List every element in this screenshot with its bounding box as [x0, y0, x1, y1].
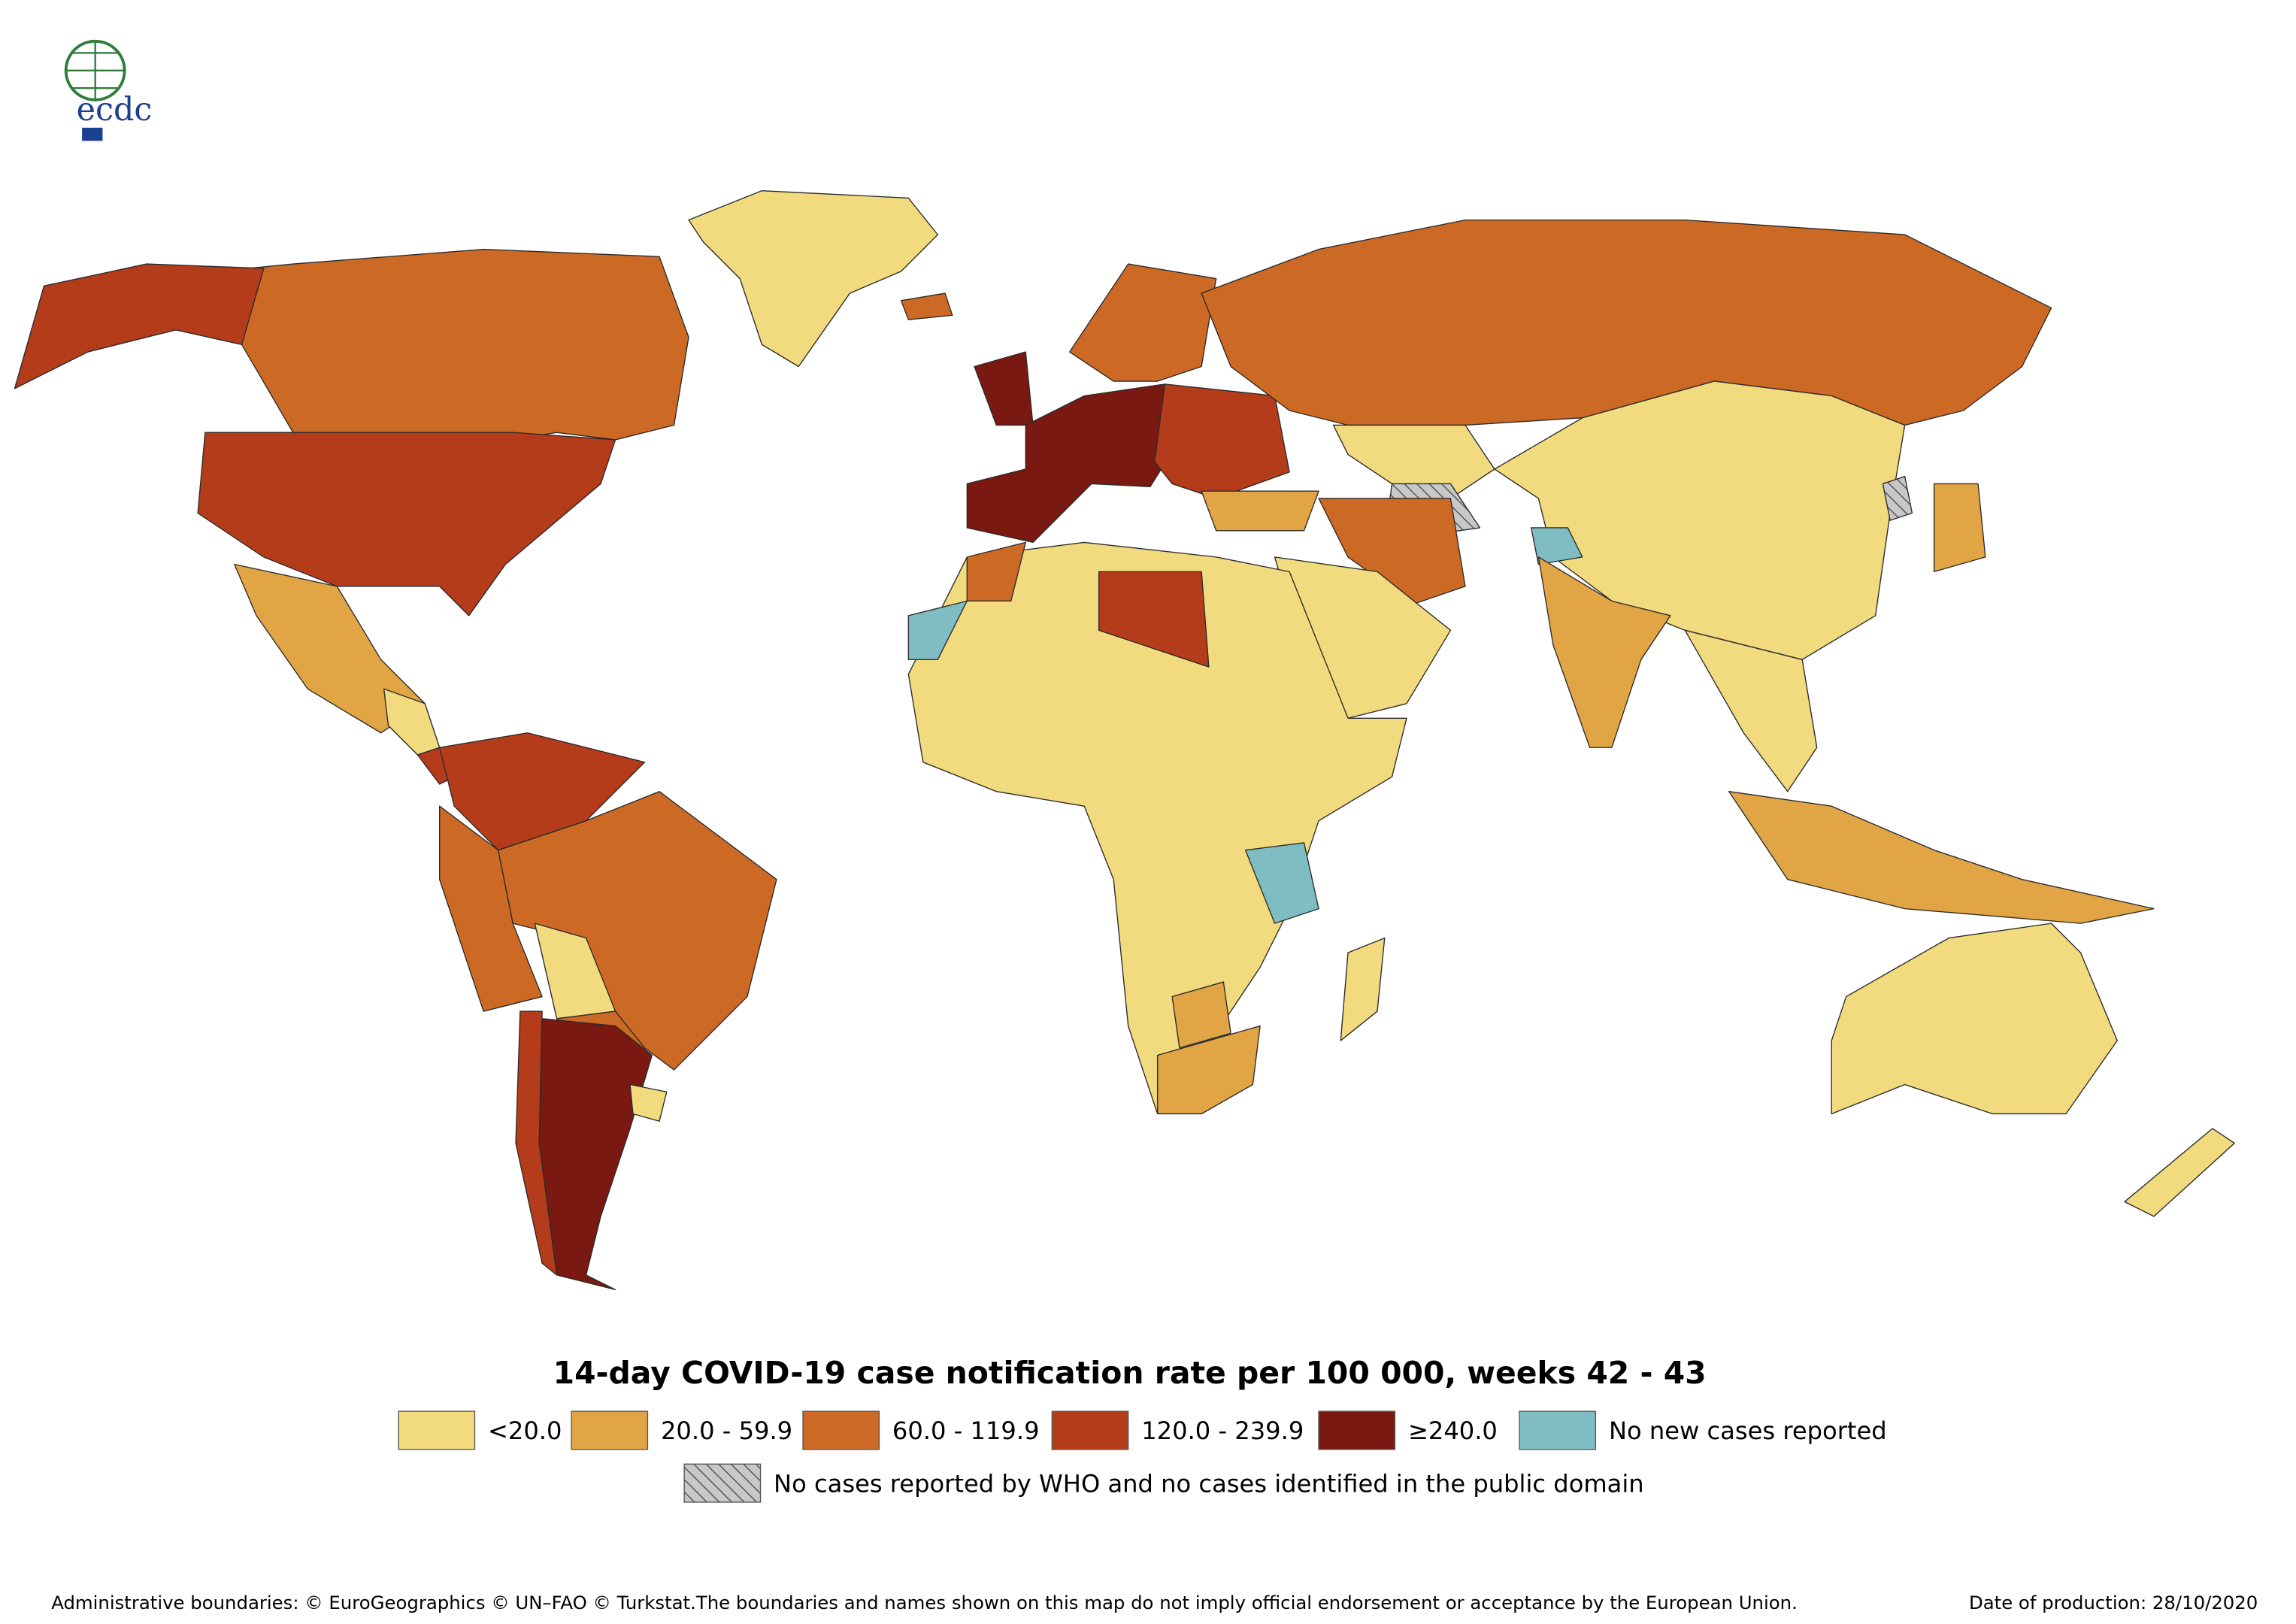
country — [2124, 1128, 2235, 1217]
country — [1728, 791, 2155, 924]
legend-swatch — [398, 1410, 476, 1450]
country — [1831, 923, 2118, 1115]
country — [688, 189, 939, 368]
country — [14, 263, 265, 389]
country — [1201, 490, 1319, 532]
legend-swatch — [683, 1463, 762, 1503]
country — [1156, 1025, 1261, 1115]
legend-label: 120.0 - 239.9 — [1141, 1416, 1304, 1445]
logo-grid — [65, 41, 125, 100]
legend-label: 20.0 - 59.9 — [661, 1416, 792, 1445]
country — [907, 600, 968, 660]
footer-date: Date of production: 28/10/2020 — [1969, 1592, 2258, 1613]
country — [629, 1083, 668, 1122]
footer-credits: Administrative boundaries: © EuroGeograp… — [51, 1592, 1798, 1613]
map-title: 14-day COVID-19 case notification rate p… — [553, 1355, 1707, 1391]
logo-text: ecdc — [77, 91, 153, 129]
legend-swatch — [1318, 1410, 1396, 1450]
countries — [14, 189, 2235, 1291]
country — [1201, 219, 2052, 426]
country — [515, 1010, 558, 1276]
logo: ecdc — [64, 39, 153, 141]
legend-label: <20.0 — [488, 1416, 562, 1445]
country — [1537, 556, 1671, 748]
country — [1244, 842, 1319, 924]
country — [219, 248, 689, 441]
legend-swatch — [571, 1410, 649, 1450]
country — [1882, 476, 1913, 521]
legend-label: No new cases reported — [1609, 1416, 1887, 1445]
legend: <20.0 20.0 - 59.9 60.0 - 119.9 120.0 - 239.… — [398, 1410, 1887, 1503]
country — [900, 292, 953, 320]
country — [1684, 629, 1818, 792]
country — [1530, 527, 1583, 565]
country — [1318, 498, 1466, 604]
country — [1069, 263, 1217, 382]
legend-swatch — [1051, 1410, 1129, 1450]
country — [1098, 571, 1210, 668]
country — [1933, 483, 1986, 573]
country — [907, 541, 1407, 1115]
legend-label: No cases reported by WHO and no cases id… — [774, 1469, 1644, 1498]
country — [1340, 937, 1386, 1041]
legend-swatch — [1519, 1410, 1597, 1450]
legend-label: ≥240.0 — [1408, 1416, 1498, 1445]
country — [1171, 981, 1231, 1049]
country — [197, 432, 616, 617]
legend-swatch — [802, 1410, 880, 1450]
country — [439, 805, 543, 1012]
legend-label: 60.0 - 119.9 — [892, 1416, 1040, 1445]
country — [966, 541, 1026, 602]
eu-flag — [82, 127, 103, 141]
